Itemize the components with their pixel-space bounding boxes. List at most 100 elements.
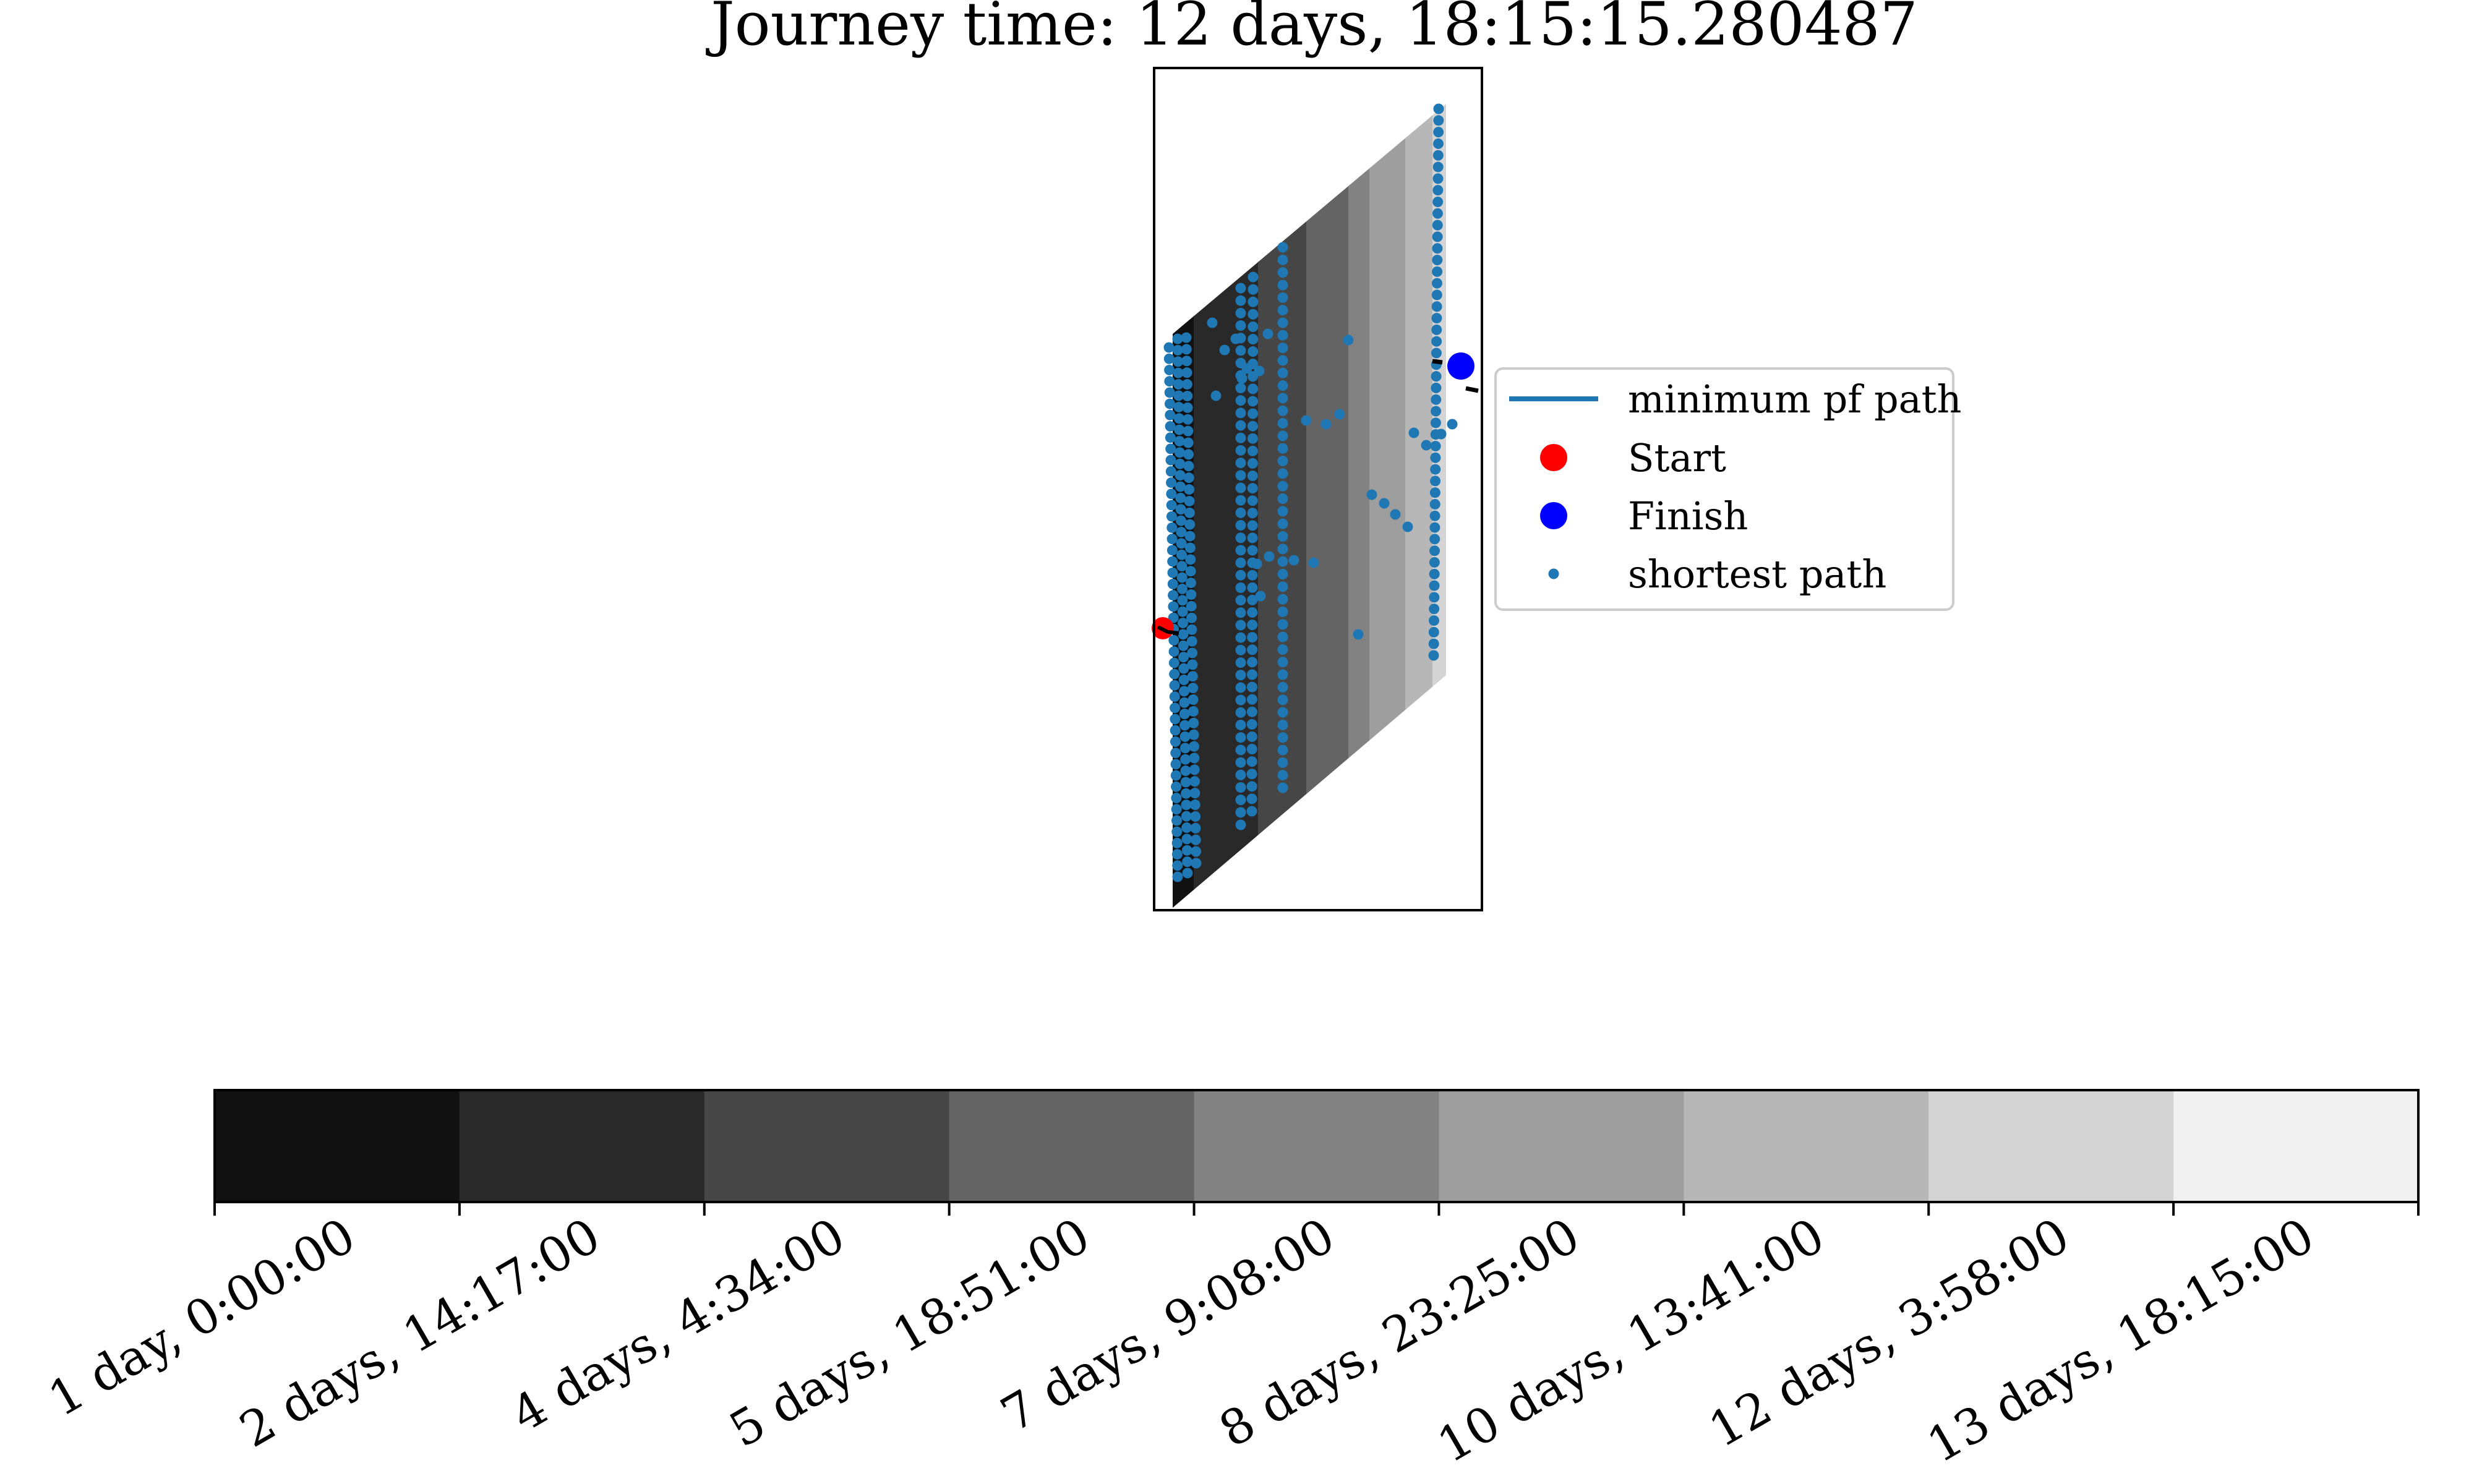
shortest-path-dot: [1235, 819, 1246, 830]
shortest-path-dot: [1185, 566, 1196, 577]
shortest-path-dot: [1247, 607, 1258, 618]
shortest-path-dot: [1277, 544, 1288, 555]
shortest-path-dot: [1248, 271, 1259, 283]
colorbar-band-1: [215, 1090, 460, 1202]
shortest-path-dot: [1277, 707, 1288, 718]
shortest-path-dot: [1174, 447, 1185, 458]
shortest-path-dot: [1190, 834, 1201, 845]
legend-handle-4: [1548, 568, 1559, 579]
shortest-path-dot: [1181, 845, 1192, 856]
legend-handle-2: [1540, 444, 1567, 471]
shortest-path-dot: [1247, 644, 1258, 655]
shortest-path-dot: [1429, 510, 1440, 521]
shortest-path-dot: [1181, 356, 1192, 367]
shortest-path-dot: [1181, 822, 1192, 833]
shortest-path-dot: [1166, 545, 1178, 556]
shortest-path-dot: [1165, 432, 1176, 443]
shortest-path-dot: [1277, 556, 1288, 567]
shortest-path-dot: [1168, 601, 1179, 612]
shortest-path-dot: [1246, 731, 1257, 742]
shortest-path-dot: [1183, 425, 1194, 437]
shortest-path-dot: [1168, 590, 1179, 601]
shortest-path-dot: [1429, 534, 1440, 545]
shortest-path-dot: [1246, 793, 1257, 804]
shortest-path-dot: [1248, 284, 1259, 295]
colorbar: 1 day, 0:00:002 days, 14:17:004 days, 4:…: [40, 1089, 2420, 1474]
shortest-path-dot: [1185, 554, 1196, 565]
shortest-path-dot: [1171, 804, 1182, 815]
shortest-path-dot: [1277, 619, 1288, 630]
shortest-path-dot: [1246, 744, 1257, 755]
legend-handle-3: [1540, 502, 1567, 529]
legend-frame: [1494, 367, 1954, 611]
shortest-path-dot: [1235, 682, 1246, 693]
shortest-path-dot: [1432, 161, 1444, 173]
shortest-path-dot: [1179, 720, 1191, 731]
shortest-path-dot: [1277, 594, 1288, 605]
shortest-path-dot: [1246, 781, 1257, 792]
shortest-path-dot: [1247, 569, 1258, 581]
shortest-path-dot: [1429, 592, 1440, 603]
shortest-path-dot: [1277, 480, 1288, 492]
shortest-path-dot: [1235, 744, 1246, 756]
shortest-path-dot: [1431, 313, 1442, 324]
shortest-path-dot: [1277, 254, 1288, 265]
shortest-path-dot: [1277, 393, 1288, 404]
shortest-path-dot: [1433, 103, 1444, 114]
shortest-path-dot: [1235, 520, 1246, 531]
shortest-path-dot: [1248, 309, 1259, 320]
shortest-path-dot: [1277, 581, 1288, 592]
shortest-path-dot: [1180, 765, 1191, 777]
shortest-path-dot: [1176, 549, 1187, 560]
shortest-path-dot: [1182, 856, 1193, 868]
shortest-path-dot: [1178, 652, 1189, 663]
shortest-path-dot: [1431, 289, 1442, 301]
shortest-path-dot: [1447, 419, 1458, 430]
shortest-path-dot: [1165, 420, 1176, 432]
shortest-path-dot: [1379, 498, 1390, 509]
shortest-path-dot: [1176, 561, 1188, 572]
shortest-path-dot: [1169, 668, 1180, 680]
start-path-segment: [1157, 625, 1179, 635]
shortest-path-dot: [1171, 781, 1182, 792]
shortest-path-dot: [1230, 333, 1241, 344]
shortest-path-dot: [1235, 595, 1246, 606]
shortest-path-dot: [1178, 629, 1189, 640]
shortest-path-dot: [1433, 127, 1444, 138]
shortest-path-dot: [1188, 729, 1199, 740]
shortest-path-dot: [1432, 220, 1443, 231]
shortest-path-dot: [1172, 871, 1183, 882]
shortest-path-dot: [1175, 458, 1186, 469]
shortest-path-dot: [1191, 846, 1202, 857]
shortest-path-dot: [1235, 482, 1246, 493]
shortest-path-dot: [1432, 255, 1443, 266]
shortest-path-dot: [1431, 336, 1442, 347]
colorbar-band-4: [949, 1090, 1195, 1202]
shortest-path-dot: [1235, 632, 1246, 643]
shortest-path-dot: [1163, 353, 1175, 364]
shortest-path-dot: [1353, 629, 1364, 640]
shortest-path-dot: [1408, 427, 1419, 438]
shortest-path-dot: [1277, 468, 1288, 479]
shortest-path-dot: [1171, 837, 1183, 848]
legend-label-4: shortest path: [1628, 552, 1886, 597]
shortest-path-dot: [1165, 409, 1176, 420]
shortest-path-dot: [1165, 443, 1176, 454]
finish-path-segment: [1465, 386, 1479, 393]
shortest-path-dot: [1171, 826, 1183, 837]
shortest-path-dot: [1174, 424, 1185, 435]
shortest-path-dot: [1183, 437, 1194, 448]
shortest-path-dot: [1431, 371, 1442, 382]
shortest-path-dot: [1277, 644, 1288, 655]
shortest-path-dot: [1188, 706, 1199, 717]
shortest-path-dot: [1183, 449, 1194, 460]
shortest-path-dot: [1235, 694, 1246, 706]
endpoints: [1152, 352, 1479, 639]
shortest-path-dot: [1429, 568, 1440, 579]
shortest-path-dot: [1180, 754, 1191, 765]
shortest-path-dot: [1171, 849, 1183, 860]
shortest-path-dot: [1428, 650, 1439, 661]
shortest-path-dot: [1254, 365, 1265, 377]
shortest-path-dot: [1429, 603, 1440, 615]
